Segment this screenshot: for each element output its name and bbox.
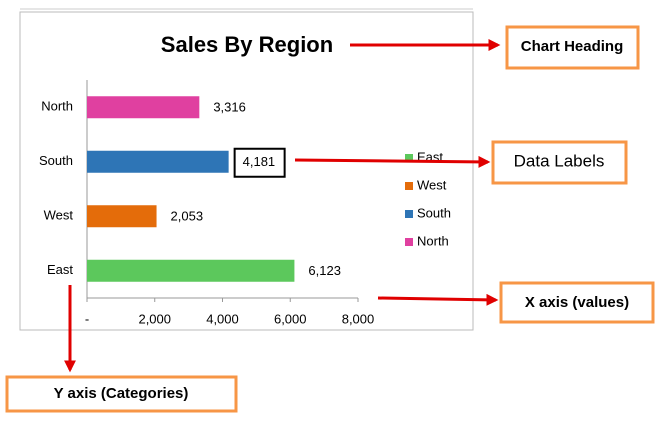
bar	[87, 150, 229, 173]
x-tick-label: 6,000	[274, 311, 307, 326]
data-label: 2,053	[171, 209, 204, 224]
legend-label: West	[417, 177, 447, 192]
legend-swatch	[405, 238, 413, 246]
bar	[87, 96, 200, 119]
legend-swatch	[405, 154, 413, 162]
callout-box	[5, 375, 238, 413]
y-tick-label: South	[39, 153, 73, 168]
data-label: 3,316	[213, 100, 246, 115]
legend-swatch	[405, 182, 413, 190]
y-tick-label: North	[41, 99, 73, 114]
callout-box	[499, 281, 655, 324]
legend-label: North	[417, 233, 449, 248]
x-tick-label: 4,000	[206, 311, 239, 326]
bar	[87, 205, 157, 228]
data-label: 4,181	[243, 154, 276, 169]
callout-box	[505, 25, 640, 70]
callout-text: Chart Heading	[521, 38, 624, 55]
legend-swatch	[405, 210, 413, 218]
y-tick-label: East	[47, 262, 73, 277]
arrow	[294, 155, 491, 168]
arrow	[377, 293, 499, 306]
bar	[87, 259, 295, 282]
x-tick-label: 2,000	[138, 311, 171, 326]
callout-text: Data Labels	[514, 151, 605, 170]
annotation-arrows	[64, 39, 501, 373]
x-tick-label: 8,000	[342, 311, 375, 326]
callout-text: Y axis (Categories)	[54, 385, 189, 402]
callout-box	[491, 140, 628, 185]
y-tick-label: West	[44, 208, 74, 223]
chart-title: Sales By Region	[161, 32, 333, 57]
callout-text: X axis (values)	[525, 294, 629, 311]
data-label: 6,123	[308, 263, 341, 278]
legend-label: South	[417, 205, 451, 220]
x-tick-label: -	[85, 311, 89, 326]
label-highlight	[233, 147, 286, 178]
